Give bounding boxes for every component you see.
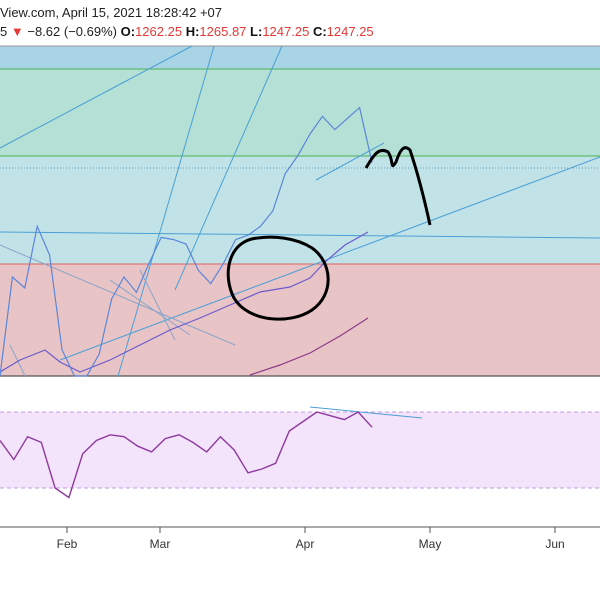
trendline-diagonal[interactable] <box>109 279 191 336</box>
x-tick-label: Feb <box>57 537 78 551</box>
open-value: 1262.25 <box>135 24 183 39</box>
zone-red <box>0 264 600 376</box>
oscillator-trendline[interactable] <box>309 406 423 419</box>
x-tick-label: May <box>419 537 442 551</box>
close-value: 1247.25 <box>326 24 374 39</box>
zone-top <box>0 46 600 69</box>
trendline-diagonal[interactable] <box>139 269 176 341</box>
trendlines <box>0 45 600 377</box>
zone-cyan <box>0 156 600 264</box>
low-label: L: <box>250 24 263 39</box>
trendline-diagonal[interactable] <box>0 244 236 346</box>
oscillator-line <box>0 411 373 499</box>
price-line <box>0 106 373 377</box>
oscillator-band <box>0 412 600 488</box>
trendline[interactable] <box>315 142 385 181</box>
high-value: 1265.87 <box>199 24 247 39</box>
close-label: C: <box>312 24 327 39</box>
trendline[interactable] <box>117 45 215 377</box>
change-prefix: 5 <box>0 24 8 39</box>
open-label: O: <box>120 24 136 39</box>
high-label: H: <box>185 24 200 39</box>
x-tick-label: Jun <box>545 537 564 551</box>
circle-annotation <box>226 235 330 321</box>
zone-green <box>0 69 600 156</box>
trendline[interactable] <box>0 45 193 149</box>
chart-header-ohlc: 5 ▼ −8.62 (−0.69%) O:1262.25 H:1265.87 L… <box>0 24 374 39</box>
down-arrow-icon: ▼ <box>10 24 24 39</box>
chart-header-title: View.com, April 15, 2021 18:28:42 +07 <box>0 5 223 20</box>
scribble-annotation <box>364 146 432 226</box>
price-change: −8.62 (−0.69%) <box>27 24 117 39</box>
x-axis: Feb Mar Apr May Jun <box>57 527 565 551</box>
trendline-diagonal[interactable] <box>9 344 26 377</box>
x-tick-label: Mar <box>150 537 171 551</box>
moving-average-line <box>0 231 369 373</box>
trendline[interactable] <box>174 45 283 291</box>
low-value: 1247.25 <box>262 24 310 39</box>
moving-average-lower <box>249 317 369 376</box>
trendline[interactable] <box>0 231 600 239</box>
x-tick-label: Apr <box>296 537 315 551</box>
